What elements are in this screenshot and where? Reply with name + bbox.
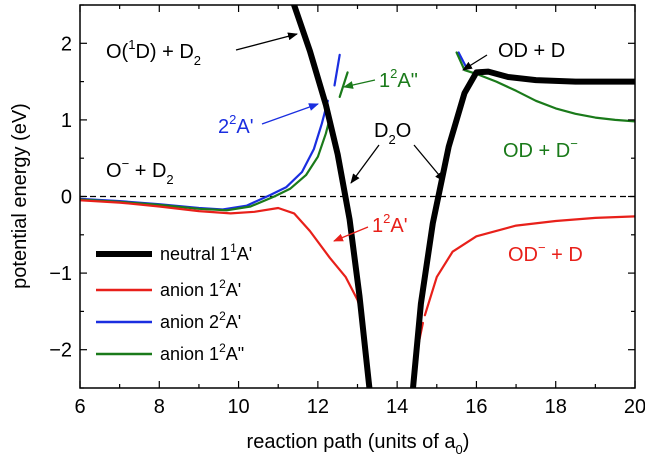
- x-tick-label: 20: [624, 396, 645, 418]
- series-0-segment-1: [410, 68, 635, 388]
- legend-label-anion-2-2a-prime: anion 22A': [160, 309, 241, 332]
- legend-label-anion-1-2a-double-prime: anion 12A": [160, 341, 244, 364]
- y-tick-label: 2: [61, 33, 72, 55]
- x-tick-label: 12: [307, 396, 329, 418]
- x-tick-label: 10: [227, 396, 249, 418]
- y-tick-label: −1: [49, 263, 72, 285]
- x-tick-label: 16: [465, 396, 487, 418]
- legend: neutral 11A' anion 12A' anion 22A' anion…: [96, 241, 252, 364]
- x-tick-label: 8: [154, 396, 165, 418]
- label-o1d-d2: O(1D) + D2: [106, 37, 201, 68]
- arrow-1-2a-prime: [333, 226, 369, 242]
- label-2-2a-prime: 22A': [218, 112, 254, 138]
- x-axis-title-subscript: 0: [456, 442, 463, 457]
- label-d2o: D2O: [374, 120, 411, 147]
- y-tick-label: 1: [61, 110, 72, 132]
- y-tick-label: −2: [49, 340, 72, 362]
- arrow-2-2a-prime: [261, 103, 319, 125]
- series-2-segment-0: [80, 99, 329, 211]
- series-3-segment-1: [338, 71, 349, 99]
- x-axis-title: reaction path (units of a0): [247, 431, 470, 457]
- y-tick-label: 0: [61, 187, 72, 209]
- arrow-od-d: [462, 54, 488, 71]
- x-tick-label: 6: [74, 396, 85, 418]
- legend-label-neutral: neutral 11A': [160, 241, 252, 264]
- label-o-minus-d2: O− + D2: [106, 156, 174, 187]
- x-axis-title-close: ): [463, 431, 470, 453]
- label-1-2a-double-prime: 12A": [379, 66, 418, 92]
- series-1-segment-2: [423, 215, 635, 317]
- label-od-d: OD + D: [498, 40, 565, 62]
- series-3-segment-2: [455, 51, 635, 123]
- x-tick-label: 18: [545, 396, 567, 418]
- series-0-segment-0: [291, 5, 373, 388]
- arrow-o1d: [235, 32, 298, 51]
- arrow-d2o-left: [350, 144, 380, 184]
- legend-label-anion-1-2a-prime: anion 12A': [160, 277, 241, 300]
- label-1-2a-prime: 12A': [372, 211, 408, 237]
- series-1-segment-0: [80, 199, 365, 321]
- series-3-segment-0: [80, 117, 331, 212]
- y-axis-title: potential energy (eV): [9, 103, 31, 289]
- series-2-segment-1: [333, 53, 341, 87]
- arrow-d2o-right: [413, 144, 445, 182]
- x-tick-label: 14: [386, 396, 408, 418]
- label-od-d-minus: OD + D−: [503, 136, 578, 162]
- arrow-1-2a-double-prime: [343, 79, 376, 89]
- label-od-minus-d: OD− + D: [508, 240, 583, 266]
